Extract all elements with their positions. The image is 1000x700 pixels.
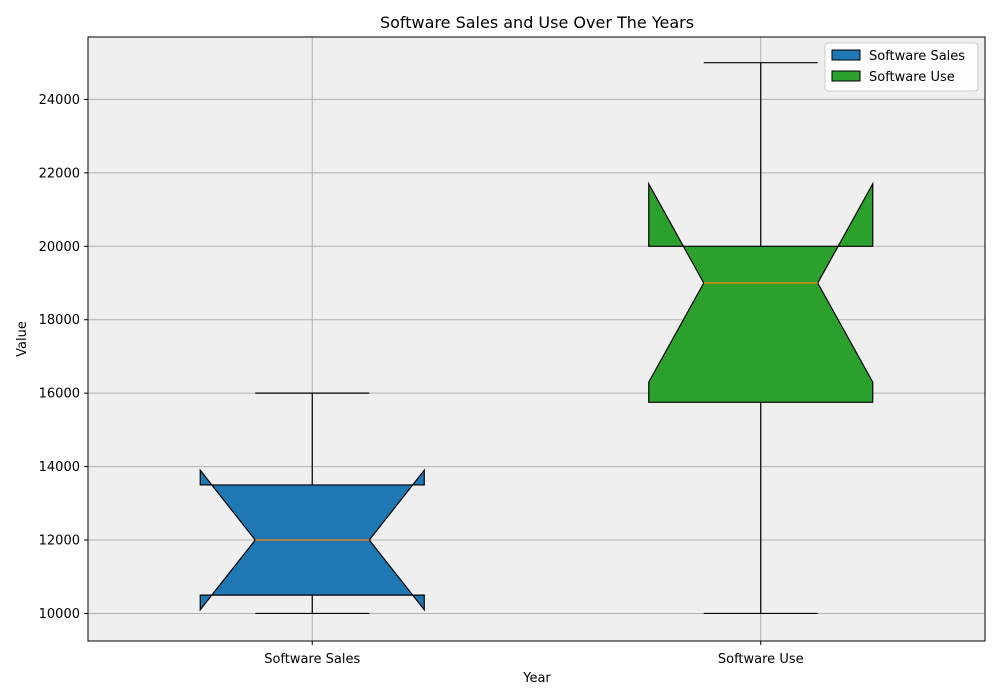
x-axis-label: Year xyxy=(522,671,551,686)
y-tick-label: 20000 xyxy=(39,240,80,255)
y-axis-label: Value xyxy=(15,321,30,357)
y-tick-label: 18000 xyxy=(39,313,80,328)
plot-frame xyxy=(87,36,986,642)
y-tick-label: 10000 xyxy=(39,607,80,622)
legend-swatch xyxy=(831,49,861,61)
y-tick-label: 24000 xyxy=(39,93,80,108)
box-software-sales xyxy=(199,392,425,615)
y-tick-label: 12000 xyxy=(39,534,80,549)
legend-box xyxy=(824,42,979,92)
legend-label: Software Sales xyxy=(869,49,965,64)
x-tick-label: Software Use xyxy=(718,652,804,667)
notched-box xyxy=(648,181,874,403)
x-axis-ticks: Software Sales Software Use xyxy=(264,641,804,667)
legend-label: Software Use xyxy=(869,70,955,85)
chart-title: Software Sales and Use Over The Years xyxy=(380,13,694,32)
x-tick-label: Software Sales xyxy=(264,652,360,667)
plot-area xyxy=(88,37,985,641)
y-tick-label: 16000 xyxy=(39,387,80,402)
boxes xyxy=(199,62,874,615)
box-software-use xyxy=(648,62,874,615)
y-tick-label: 22000 xyxy=(39,166,80,181)
y-axis-ticks: 10000 12000 14000 16000 18000 20000 22000 24000 xyxy=(39,93,88,622)
y-tick-label: 14000 xyxy=(39,460,80,475)
legend-swatch xyxy=(831,70,861,82)
legend: Software Sales Software Use xyxy=(824,42,979,92)
